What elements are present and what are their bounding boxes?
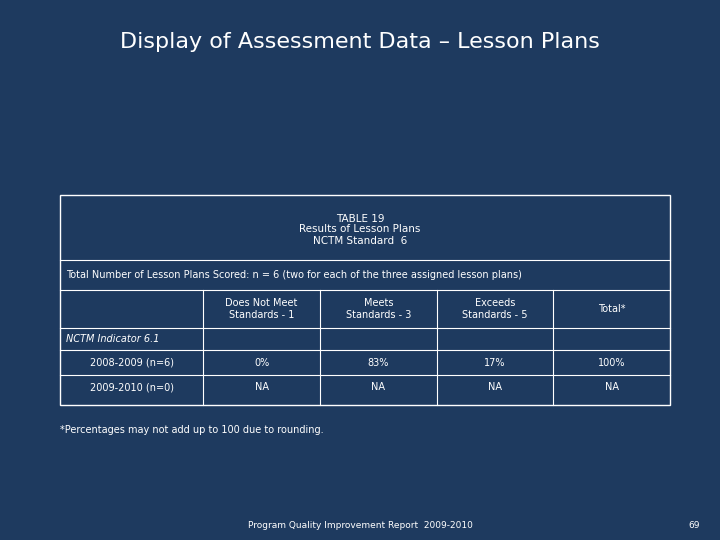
Text: NCTM Indicator 6.1: NCTM Indicator 6.1 xyxy=(66,334,160,344)
Text: Display of Assessment Data – Lesson Plans: Display of Assessment Data – Lesson Plan… xyxy=(120,32,600,52)
Text: NA: NA xyxy=(255,382,269,393)
Text: Program Quality Improvement Report  2009-2010: Program Quality Improvement Report 2009-… xyxy=(248,521,472,530)
Text: 17%: 17% xyxy=(485,357,505,368)
Text: NCTM Standard  6: NCTM Standard 6 xyxy=(313,235,407,246)
Text: Total Number of Lesson Plans Scored: n = 6 (two for each of the three assigned l: Total Number of Lesson Plans Scored: n =… xyxy=(66,270,522,280)
Text: NA: NA xyxy=(488,382,502,393)
Text: 2009-2010 (n=0): 2009-2010 (n=0) xyxy=(90,382,174,393)
Text: Meets
Standards - 3: Meets Standards - 3 xyxy=(346,298,411,320)
Text: Total*: Total* xyxy=(598,304,626,314)
Text: 2008-2009 (n=6): 2008-2009 (n=6) xyxy=(90,357,174,368)
Text: Results of Lesson Plans: Results of Lesson Plans xyxy=(300,225,420,234)
Text: TABLE 19: TABLE 19 xyxy=(336,213,384,224)
Text: *Percentages may not add up to 100 due to rounding.: *Percentages may not add up to 100 due t… xyxy=(60,425,323,435)
Text: 0%: 0% xyxy=(254,357,269,368)
Text: 83%: 83% xyxy=(368,357,389,368)
Text: NA: NA xyxy=(372,382,385,393)
Text: Does Not Meet
Standards - 1: Does Not Meet Standards - 1 xyxy=(225,298,298,320)
Text: Exceeds
Standards - 5: Exceeds Standards - 5 xyxy=(462,298,528,320)
Text: 100%: 100% xyxy=(598,357,626,368)
Bar xyxy=(60,195,670,405)
Text: 69: 69 xyxy=(688,521,700,530)
Text: NA: NA xyxy=(605,382,618,393)
